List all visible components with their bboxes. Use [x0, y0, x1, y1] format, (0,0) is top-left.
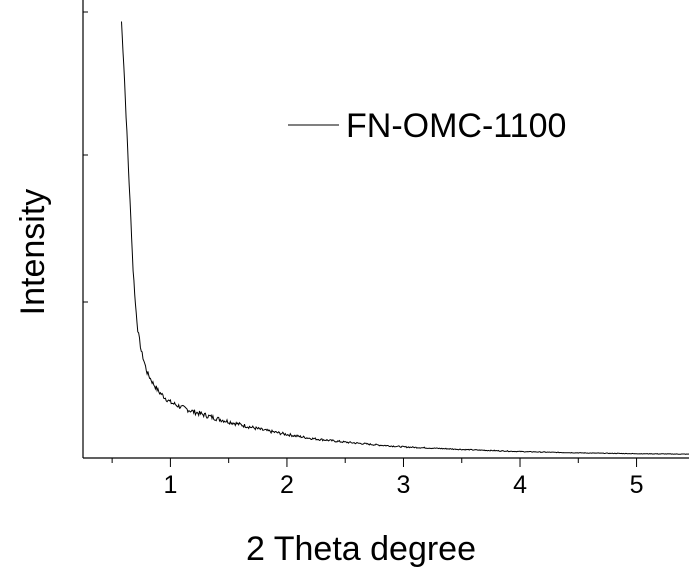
- x-tick-label-2: 2: [280, 471, 294, 499]
- x-axis-ticks: 1 2 3 4 5: [111, 458, 644, 499]
- y-axis-label: Intensity: [14, 189, 52, 316]
- series-line-0: [121, 21, 689, 455]
- x-tick-label-3: 3: [397, 471, 411, 499]
- x-axis-label: 2 Theta degree: [246, 530, 476, 568]
- legend-label: FN-OMC-1100: [346, 107, 566, 145]
- x-tick-label-4: 4: [513, 471, 527, 499]
- legend: FN-OMC-1100: [288, 107, 566, 145]
- plot-frame: [82, 0, 689, 459]
- x-tick-label-5: 5: [630, 471, 644, 499]
- x-tick-label-1: 1: [163, 471, 177, 499]
- data-series: [121, 21, 689, 455]
